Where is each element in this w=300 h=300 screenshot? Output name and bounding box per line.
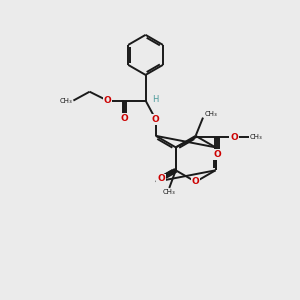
Text: CH₃: CH₃ [250,134,263,140]
Text: CH₃: CH₃ [205,111,217,117]
Text: H: H [152,94,158,103]
Text: O: O [152,115,160,124]
Text: O: O [213,150,221,159]
Text: O: O [230,133,238,142]
Text: O: O [192,177,200,186]
Text: CH₃: CH₃ [163,190,175,196]
Text: O: O [121,114,128,123]
Text: CH₃: CH₃ [59,98,72,103]
Text: O: O [157,174,165,183]
Text: O: O [103,96,111,105]
